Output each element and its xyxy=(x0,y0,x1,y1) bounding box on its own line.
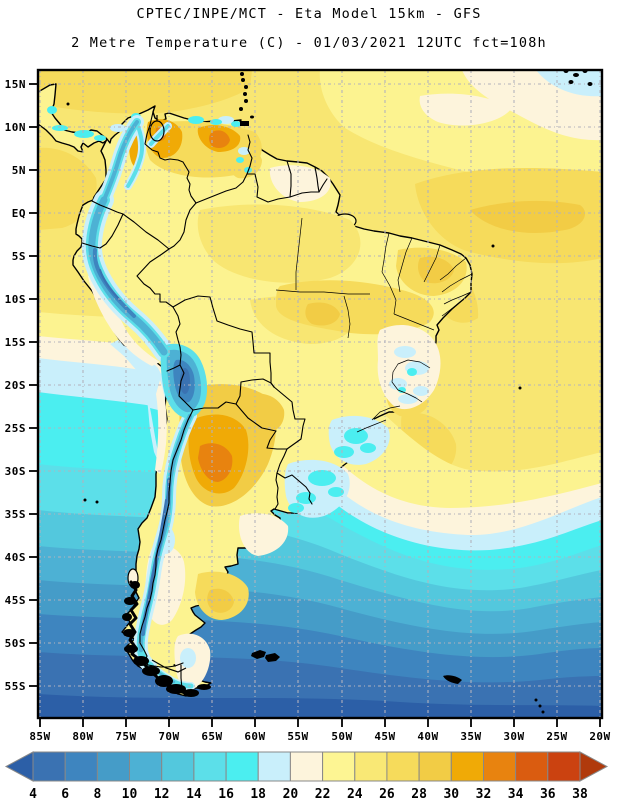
colorbar-label: 12 xyxy=(154,787,170,800)
colorbar-label: 14 xyxy=(186,787,202,800)
colorbar-label: 26 xyxy=(379,787,395,800)
lat-label: 20S xyxy=(5,379,26,392)
lat-label: 15S xyxy=(5,336,26,349)
colorbar-label: 18 xyxy=(250,787,266,800)
colorbar-label: 28 xyxy=(411,787,427,800)
lat-label: 10S xyxy=(5,293,26,306)
lon-label: 30W xyxy=(503,730,524,743)
colorbar-cell xyxy=(355,752,387,781)
lat-label: 10N xyxy=(5,121,26,134)
weather-map-page: 15N 10N 5N EQ 5S 10S 15S 20S 25S 30S 35S 40S 45S 50S 5… xyxy=(0,0,618,800)
colorbar-cell xyxy=(290,752,322,781)
colorbar-cell xyxy=(484,752,516,781)
colorbar-cell xyxy=(258,752,290,781)
title-line-2: 2 Metre Temperature (C) - 01/03/2021 12U… xyxy=(71,35,547,51)
colorbar-cell xyxy=(33,752,65,781)
colorbar-label: 20 xyxy=(283,787,299,800)
lat-label: 25S xyxy=(5,422,26,435)
lat-label: 5N xyxy=(12,164,26,177)
colorbar-cell xyxy=(194,752,226,781)
lon-label: 85W xyxy=(29,730,50,743)
lon-label: 80W xyxy=(72,730,93,743)
lon-label: 75W xyxy=(115,730,136,743)
lat-label: 55S xyxy=(5,680,26,693)
colorbar-label: 34 xyxy=(508,787,524,800)
lat-label: 40S xyxy=(5,551,26,564)
lat-label: 30S xyxy=(5,465,26,478)
lon-label: 60W xyxy=(244,730,265,743)
colorbar-cell xyxy=(387,752,419,781)
lon-label: 55W xyxy=(287,730,308,743)
lon-label: 45W xyxy=(374,730,395,743)
colorbar-label: 36 xyxy=(540,787,556,800)
colorbar-label: 4 xyxy=(29,787,37,800)
colorbar-cell xyxy=(97,752,129,781)
lat-label: 35S xyxy=(5,508,26,521)
colorbar-label: 30 xyxy=(443,787,459,800)
colorbar-cell xyxy=(130,752,162,781)
colorbar-cell xyxy=(323,752,355,781)
lon-label: 35W xyxy=(460,730,481,743)
colorbar-label: 32 xyxy=(476,787,492,800)
colorbar-cell xyxy=(548,752,580,781)
colorbar-label: 10 xyxy=(122,787,138,800)
colorbar-cell xyxy=(65,752,97,781)
lat-label: 15N xyxy=(5,78,26,91)
colorbar-label: 16 xyxy=(218,787,234,800)
colorbar-cell xyxy=(451,752,483,781)
lon-label: 25W xyxy=(546,730,567,743)
colorbar-cell xyxy=(162,752,194,781)
colorbar-label: 38 xyxy=(572,787,588,800)
lat-label: 5S xyxy=(12,250,26,263)
title-line-1: CPTEC/INPE/MCT - Eta Model 15km - GFS xyxy=(136,6,481,22)
lon-label: 20W xyxy=(589,730,610,743)
colorbar-label: 6 xyxy=(61,787,69,800)
lon-label: 40W xyxy=(417,730,438,743)
colorbar-cell xyxy=(226,752,258,781)
lon-label: 70W xyxy=(158,730,179,743)
lon-label: 50W xyxy=(331,730,352,743)
map-canvas xyxy=(38,66,602,718)
lat-label: 45S xyxy=(5,594,26,607)
colorbar-cell xyxy=(516,752,548,781)
map-figure: 15N 10N 5N EQ 5S 10S 15S 20S 25S 30S 35S 40S 45S 50S 5… xyxy=(0,0,618,800)
lon-label: 65W xyxy=(201,730,222,743)
colorbar-label: 22 xyxy=(315,787,331,800)
lat-label: 50S xyxy=(5,637,26,650)
lat-label: EQ xyxy=(12,207,26,220)
colorbar-cell xyxy=(419,752,451,781)
colorbar-label: 24 xyxy=(347,787,363,800)
colorbar-label: 8 xyxy=(93,787,101,800)
